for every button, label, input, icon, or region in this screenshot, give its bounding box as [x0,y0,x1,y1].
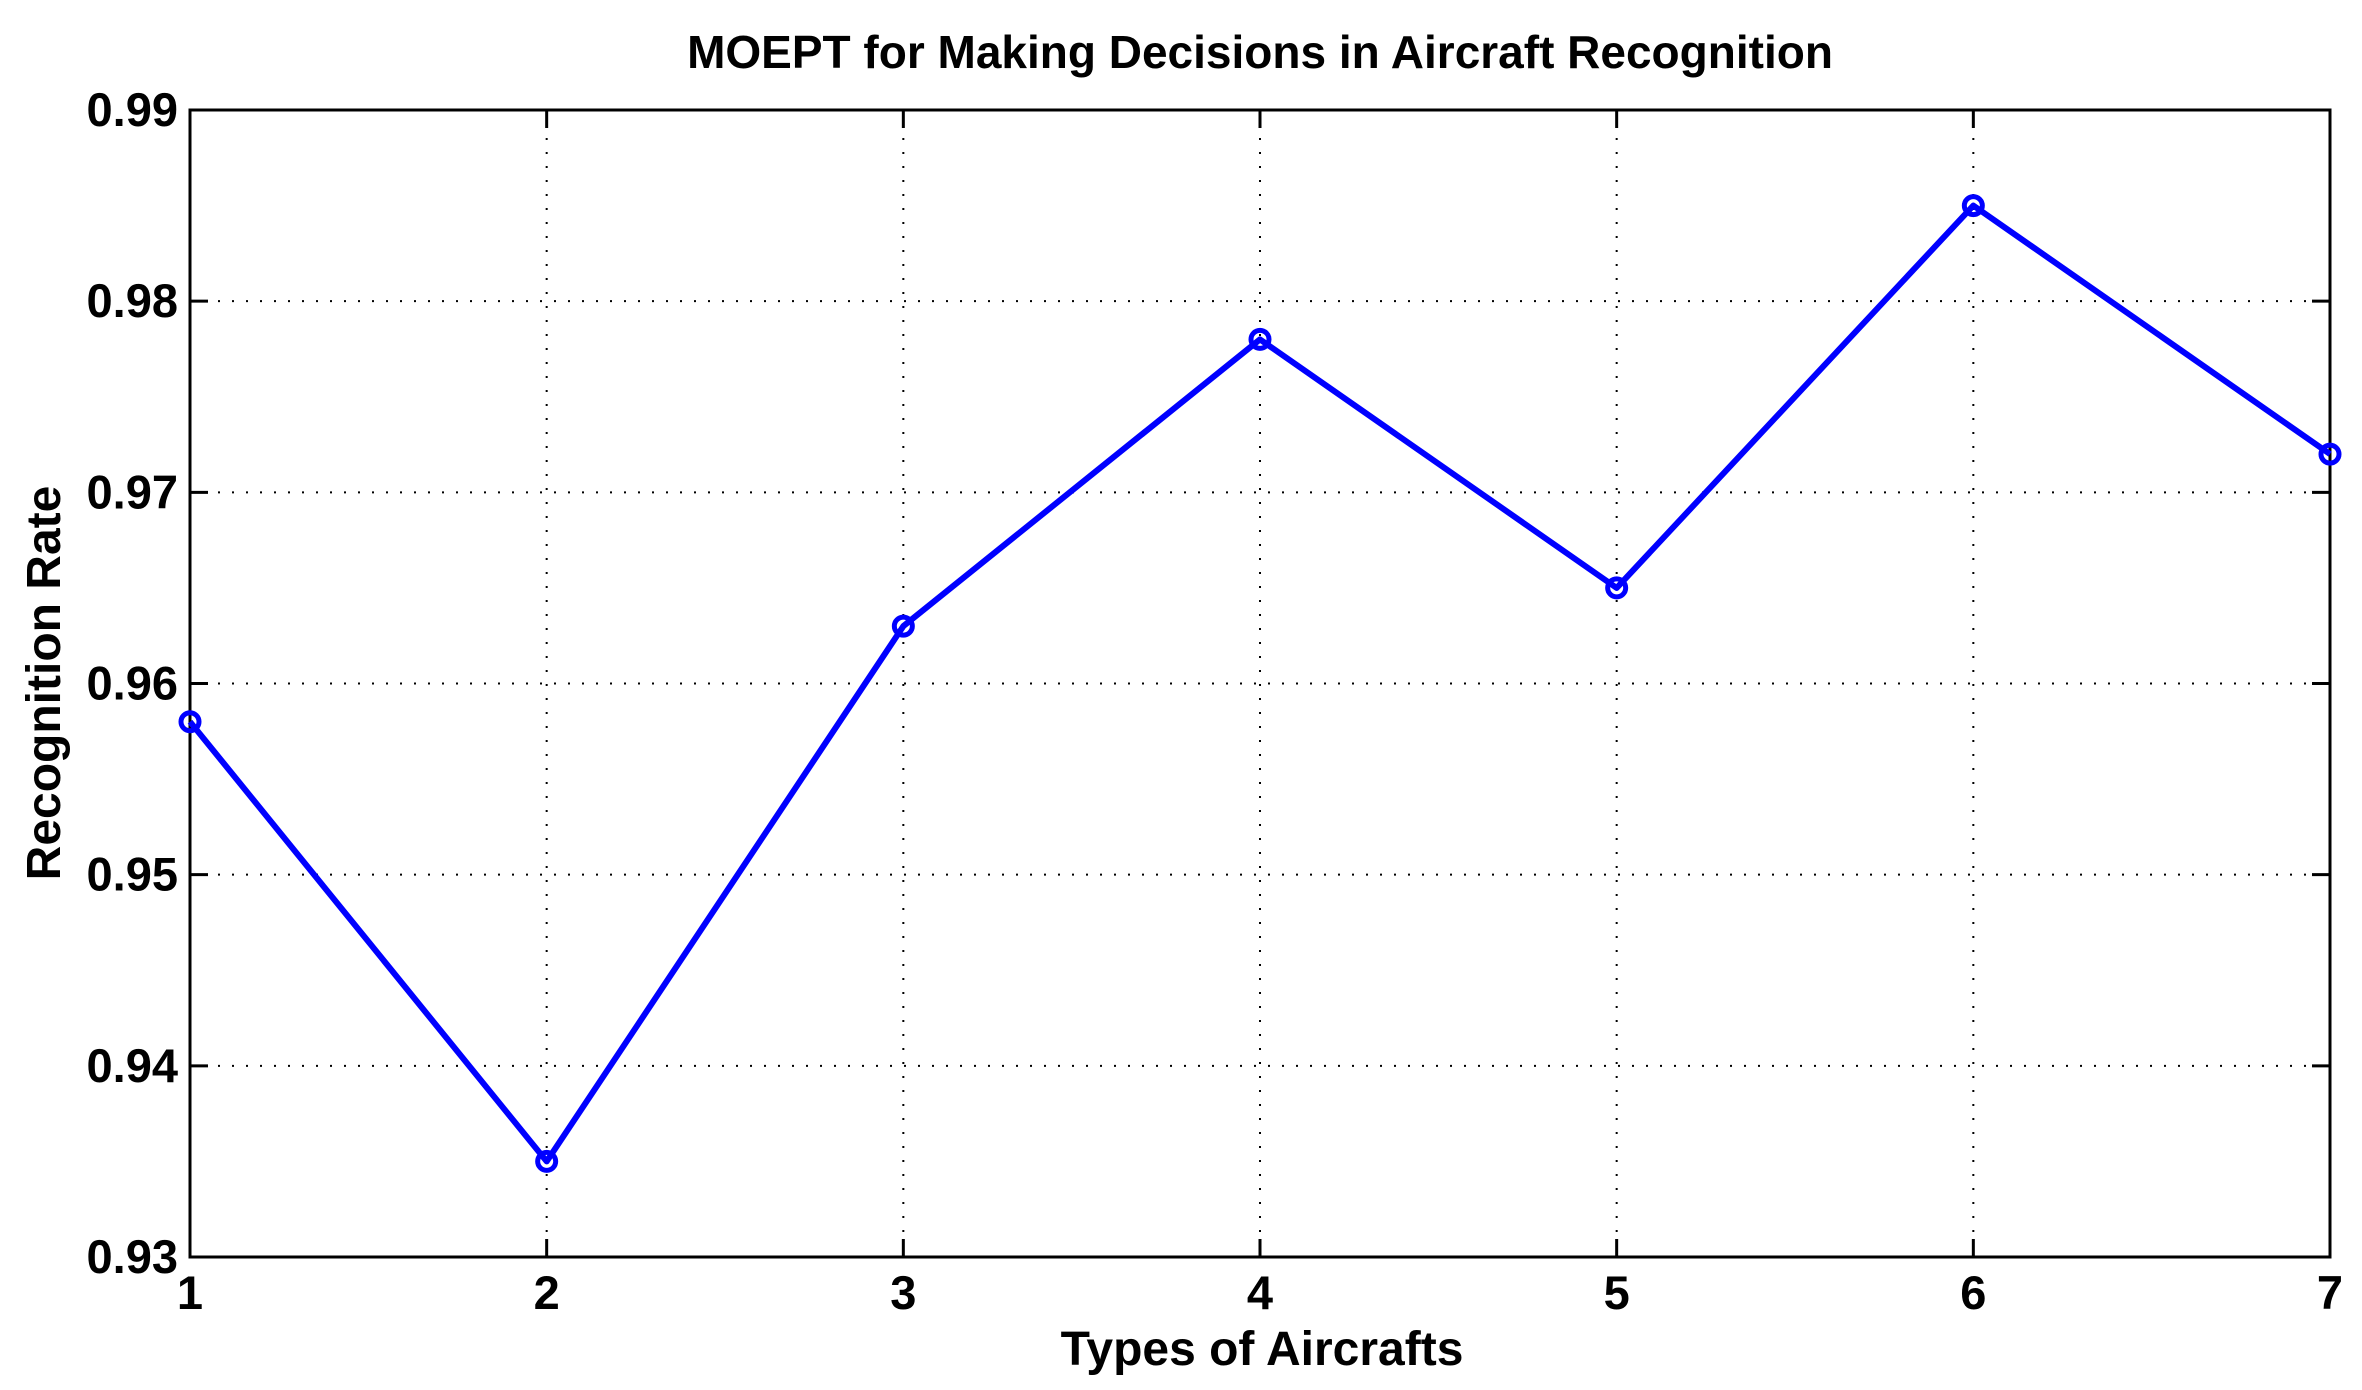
chart-title: MOEPT for Making Decisions in Aircraft R… [687,26,1833,78]
x-tick-label: 2 [534,1266,560,1319]
x-tick-label: 3 [890,1266,916,1319]
data-point-marker [1961,194,1985,218]
y-tick-label: 0.99 [87,83,178,136]
x-tick-label: 4 [1247,1266,1273,1319]
series-layer [178,194,2342,1173]
x-tick-label: 6 [1960,1266,1986,1319]
data-point-marker [2318,442,2342,466]
data-point-marker [1605,576,1629,600]
y-tick-label: 0.94 [87,1039,178,1092]
data-point-marker [1248,327,1272,351]
x-tick-label: 1 [177,1266,203,1319]
x-tick-label: 5 [1604,1266,1630,1319]
plot-frame [188,108,2332,1259]
x-axis-label: Types of Aircrafts [1061,1323,1464,1376]
data-point-marker [891,614,915,638]
y-axis-label: Recognition Rate [18,486,71,881]
data-point-marker [178,710,202,734]
grid-layer [190,110,2330,1257]
series-line [187,202,2332,1165]
y-tick-label: 0.95 [87,848,178,901]
y-tick-label: 0.97 [87,465,178,518]
y-tick-label: 0.93 [87,1230,178,1283]
data-point-marker [535,1149,559,1173]
y-tick-label: 0.98 [87,274,178,327]
x-tick-label: 7 [2317,1266,2343,1319]
tick-layer: 1 2 3 4 5 6 7 0.93 0.94 0.95 0.96 0.97 0.98 0.99 [87,83,2344,1319]
y-tick-label: 0.96 [87,657,178,710]
